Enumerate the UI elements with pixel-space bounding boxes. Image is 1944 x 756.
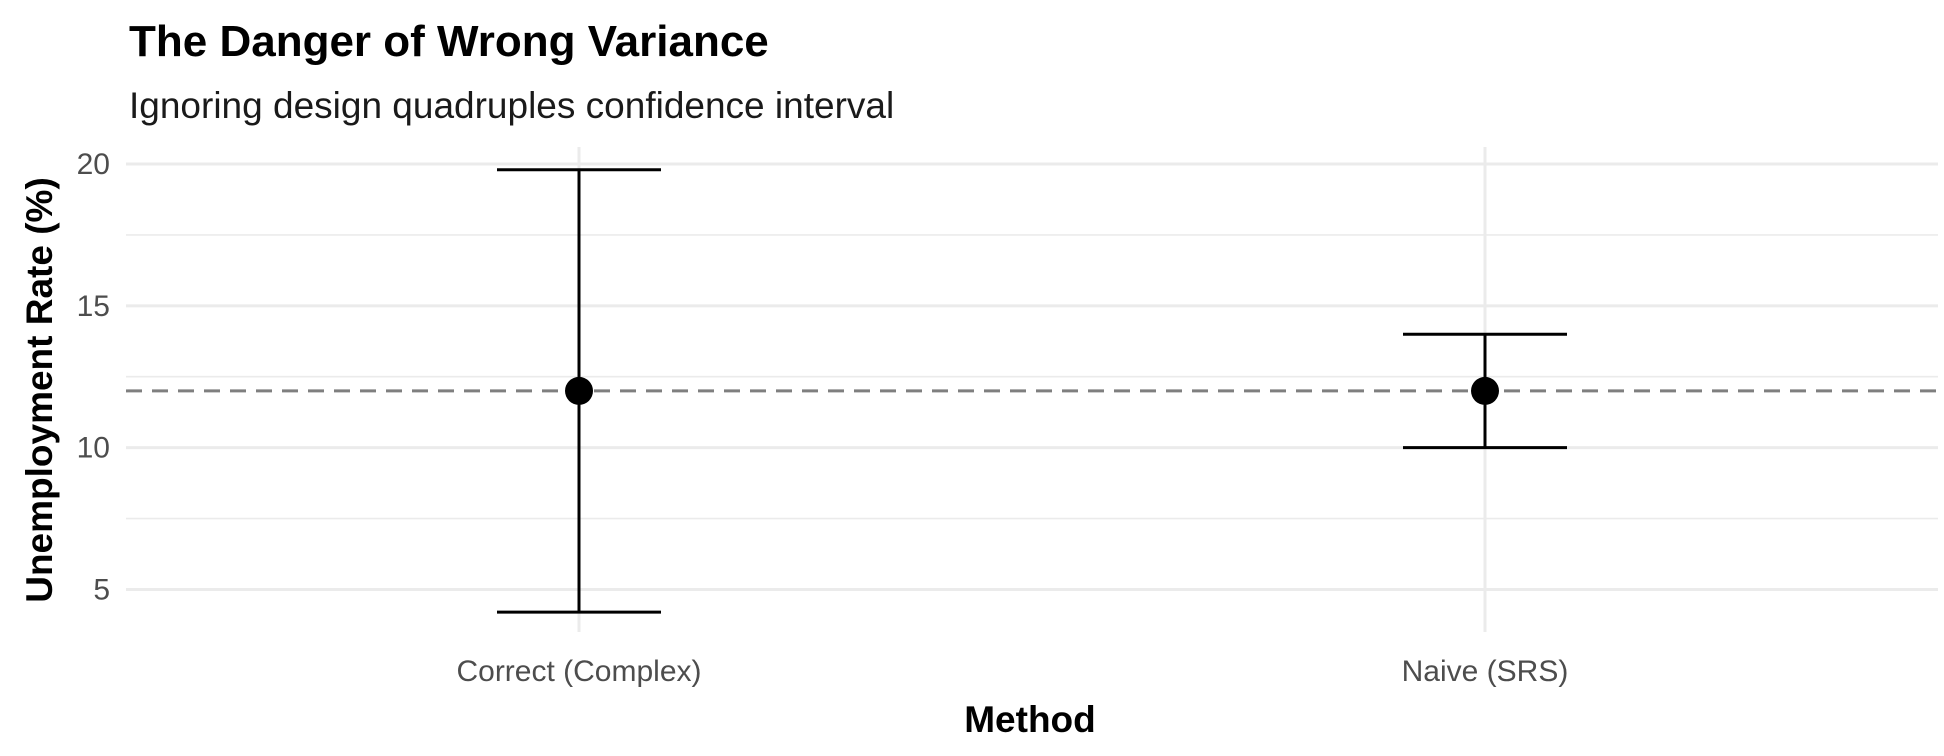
- estimate-point: [1471, 376, 1499, 405]
- grid-lines: [126, 147, 1938, 632]
- y-tick-label: 5: [93, 573, 110, 606]
- y-tick-label: 10: [77, 432, 110, 465]
- chart-title: The Danger of Wrong Variance: [129, 17, 769, 66]
- points: [565, 376, 1499, 405]
- x-axis-title: Method: [964, 699, 1096, 740]
- y-axis-title: Unemployment Rate (%): [19, 177, 60, 603]
- x-tick-label: Correct (Complex): [456, 655, 701, 688]
- y-tick-labels: 5 10 15 20: [77, 148, 110, 606]
- y-tick-label: 15: [77, 290, 110, 323]
- estimate-point: [565, 376, 593, 405]
- x-tick-label: Naive (SRS): [1402, 655, 1569, 688]
- chart-subtitle: Ignoring design quadruples confidence in…: [129, 85, 894, 126]
- x-tick-labels: Correct (Complex) Naive (SRS): [456, 655, 1568, 688]
- y-tick-label: 20: [77, 148, 110, 181]
